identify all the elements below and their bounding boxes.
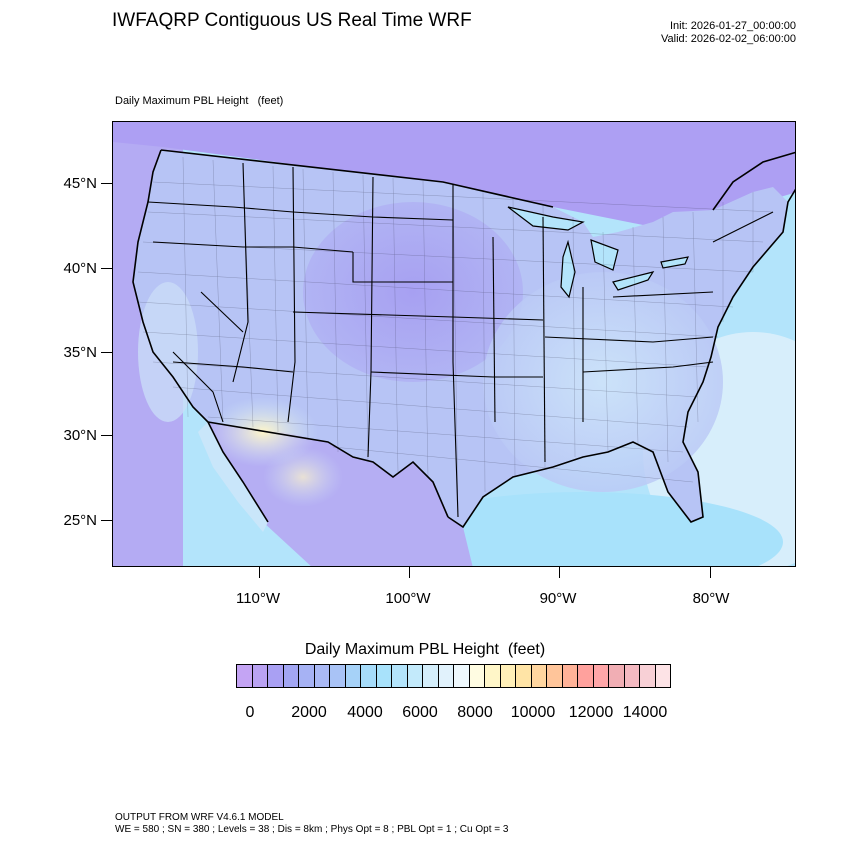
lake-michigan <box>560 239 576 299</box>
plot-subtitle: Daily Maximum PBL Height (feet) <box>115 95 284 107</box>
colorbar-label-12000: 12000 <box>568 704 614 721</box>
colorbar-box <box>345 665 361 687</box>
colorbar-box <box>562 665 578 687</box>
lat-label-35n: 35°N <box>63 344 97 361</box>
colorbar-box <box>330 665 346 687</box>
lon-label-80w: 80°W <box>692 590 730 607</box>
valid-time: Valid: 2026-02-02_06:00:00 <box>661 33 796 45</box>
lon-label-110w: 110°W <box>235 590 281 607</box>
canada-area <box>113 122 795 227</box>
colorbar-box <box>283 665 299 687</box>
colorbar <box>236 664 671 688</box>
init-time: Init: 2026-01-27_00:00:00 <box>670 20 796 32</box>
colorbar-box <box>593 665 609 687</box>
colorbar-box <box>655 665 670 687</box>
colorbar-label-2000: 2000 <box>291 704 327 721</box>
colorbar-box <box>547 665 563 687</box>
colorbar-box <box>423 665 439 687</box>
lon-label-90w: 90°W <box>539 590 577 607</box>
colorbar-label-6000: 6000 <box>402 704 438 721</box>
colorbar-box <box>578 665 594 687</box>
colorbar-box <box>485 665 501 687</box>
colorbar-box <box>392 665 408 687</box>
colorbar-box <box>299 665 315 687</box>
colorbar-box <box>640 665 656 687</box>
lake-superior <box>507 206 585 231</box>
colorbar-label-14000: 14000 <box>622 704 668 721</box>
lat-label-45n: 45°N <box>63 175 97 192</box>
lat-label-40n: 40°N <box>63 260 97 277</box>
colorbar-box <box>624 665 640 687</box>
colorbar-box <box>609 665 625 687</box>
colorbar-label-10000: 10000 <box>510 704 556 721</box>
lake-huron <box>590 239 619 271</box>
colorbar-title: Daily Maximum PBL Height (feet) <box>304 641 546 658</box>
colorbar-label-8000: 8000 <box>457 704 493 721</box>
coastlines <box>132 149 795 529</box>
colorbar-box <box>237 665 253 687</box>
colorbar-box <box>500 665 516 687</box>
lake-erie <box>612 271 655 291</box>
lat-label-25n: 25°N <box>63 512 97 529</box>
lat-label-30n: 30°N <box>63 427 97 444</box>
colorbar-box <box>314 665 330 687</box>
footer-config-info: WE = 580 ; SN = 380 ; Levels = 38 ; Dis … <box>115 824 509 835</box>
colorbar-box <box>438 665 454 687</box>
lake-ontario <box>660 256 689 269</box>
state-boundaries <box>147 162 774 518</box>
colorbar-box <box>376 665 392 687</box>
colorbar-box <box>268 665 284 687</box>
colorbar-box <box>469 665 485 687</box>
colorbar-box <box>531 665 547 687</box>
colorbar-label-0: 0 <box>245 704 255 721</box>
lon-label-100w: 100°W <box>385 590 431 607</box>
colorbar-box <box>252 665 268 687</box>
map-panel <box>112 121 796 567</box>
footer-model-info: OUTPUT FROM WRF V4.6.1 MODEL <box>115 812 284 823</box>
main-title: IWFAQRP Contiguous US Real Time WRF <box>112 10 472 31</box>
colorbar-box <box>516 665 532 687</box>
colorbar-box <box>454 665 470 687</box>
county-boundaries <box>137 156 774 513</box>
colorbar-box <box>361 665 377 687</box>
colorbar-box <box>407 665 423 687</box>
pbl-height-map <box>113 122 795 566</box>
colorbar-label-4000: 4000 <box>347 704 383 721</box>
